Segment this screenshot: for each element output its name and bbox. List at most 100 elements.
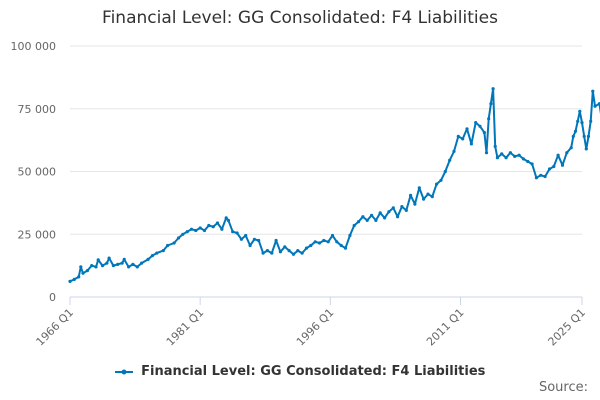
data-point[interactable] — [72, 277, 76, 281]
data-point[interactable] — [181, 232, 185, 236]
data-point[interactable] — [100, 264, 105, 268]
data-point[interactable] — [172, 241, 176, 245]
data-point[interactable] — [387, 210, 391, 214]
data-point[interactable] — [322, 238, 326, 243]
data-point[interactable] — [461, 137, 465, 141]
data-point[interactable] — [517, 153, 521, 157]
data-point[interactable] — [409, 193, 413, 197]
data-point[interactable] — [85, 269, 89, 273]
data-point[interactable] — [274, 238, 278, 243]
data-point[interactable] — [589, 119, 593, 123]
data-point[interactable] — [296, 249, 300, 253]
data-point[interactable] — [597, 102, 600, 106]
data-point[interactable] — [508, 151, 512, 155]
data-point[interactable] — [593, 104, 597, 108]
data-point[interactable] — [304, 246, 309, 250]
data-point[interactable] — [469, 142, 473, 146]
data-point[interactable] — [489, 102, 493, 106]
data-point[interactable] — [68, 279, 72, 283]
data-point[interactable] — [413, 202, 417, 206]
data-point[interactable] — [244, 233, 248, 238]
data-point[interactable] — [207, 223, 211, 228]
data-point[interactable] — [456, 134, 460, 138]
data-point[interactable] — [317, 241, 322, 245]
data-point[interactable] — [77, 275, 81, 279]
data-point[interactable] — [202, 228, 207, 233]
data-point[interactable] — [396, 215, 400, 219]
data-point[interactable] — [348, 233, 352, 238]
data-point[interactable] — [189, 227, 194, 231]
data-point[interactable] — [474, 121, 478, 125]
data-point[interactable] — [591, 89, 595, 93]
data-point[interactable] — [491, 87, 495, 91]
data-point[interactable] — [547, 167, 552, 171]
data-point[interactable] — [584, 147, 588, 151]
data-point[interactable] — [339, 243, 343, 248]
data-point[interactable] — [465, 127, 469, 131]
data-point[interactable] — [482, 131, 486, 135]
data-point[interactable] — [576, 119, 580, 123]
data-point[interactable] — [166, 243, 170, 248]
data-point[interactable] — [90, 264, 94, 268]
legend[interactable]: Financial Level: GG Consolidated: F4 Lia… — [0, 364, 600, 379]
data-point[interactable] — [120, 261, 124, 265]
data-point[interactable] — [435, 182, 439, 186]
data-point[interactable] — [417, 186, 421, 190]
data-point[interactable] — [146, 257, 150, 261]
data-point[interactable] — [79, 265, 83, 269]
data-point[interactable] — [374, 218, 378, 222]
data-point[interactable] — [135, 265, 139, 269]
data-point[interactable] — [122, 257, 126, 261]
data-point[interactable] — [343, 246, 348, 250]
data-point[interactable] — [155, 251, 159, 255]
data-point[interactable] — [252, 237, 256, 241]
data-point[interactable] — [543, 174, 547, 179]
data-point[interactable] — [556, 153, 560, 157]
data-point[interactable] — [231, 230, 235, 234]
data-point[interactable] — [565, 151, 569, 155]
data-point[interactable] — [452, 149, 456, 153]
data-point[interactable] — [81, 271, 85, 275]
data-point[interactable] — [361, 215, 365, 219]
data-point[interactable] — [291, 252, 296, 256]
data-point[interactable] — [571, 134, 575, 138]
data-point[interactable] — [224, 216, 228, 220]
data-point[interactable] — [335, 240, 339, 244]
data-point[interactable] — [283, 245, 287, 249]
data-point[interactable] — [404, 208, 408, 212]
data-point[interactable] — [185, 230, 189, 234]
data-point[interactable] — [582, 134, 586, 138]
data-point[interactable] — [261, 251, 265, 255]
data-point[interactable] — [586, 134, 591, 138]
data-point[interactable] — [370, 213, 374, 217]
data-point[interactable] — [400, 205, 404, 209]
data-point[interactable] — [239, 237, 243, 241]
data-point[interactable] — [422, 197, 426, 201]
data-point[interactable] — [194, 228, 198, 233]
data-point[interactable] — [161, 249, 165, 253]
data-point[interactable] — [426, 192, 430, 196]
data-point[interactable] — [111, 264, 115, 268]
data-point[interactable] — [107, 256, 111, 260]
data-point[interactable] — [391, 206, 395, 210]
data-point[interactable] — [326, 240, 330, 244]
data-point[interactable] — [248, 243, 252, 248]
data-point[interactable] — [150, 254, 154, 258]
data-point[interactable] — [513, 154, 517, 158]
data-point[interactable] — [265, 249, 269, 253]
data-point[interactable] — [430, 195, 434, 199]
data-point[interactable] — [552, 164, 556, 169]
data-point[interactable] — [526, 159, 530, 164]
data-point[interactable] — [105, 261, 109, 265]
data-point[interactable] — [270, 251, 274, 255]
data-point[interactable] — [443, 169, 447, 174]
data-point[interactable] — [257, 238, 261, 243]
data-point[interactable] — [569, 146, 573, 150]
data-point[interactable] — [521, 157, 526, 161]
data-point[interactable] — [176, 236, 181, 240]
data-point[interactable] — [573, 129, 578, 133]
data-point[interactable] — [220, 227, 224, 231]
data-point[interactable] — [330, 233, 335, 238]
data-point[interactable] — [539, 173, 543, 177]
data-point[interactable] — [313, 240, 317, 244]
